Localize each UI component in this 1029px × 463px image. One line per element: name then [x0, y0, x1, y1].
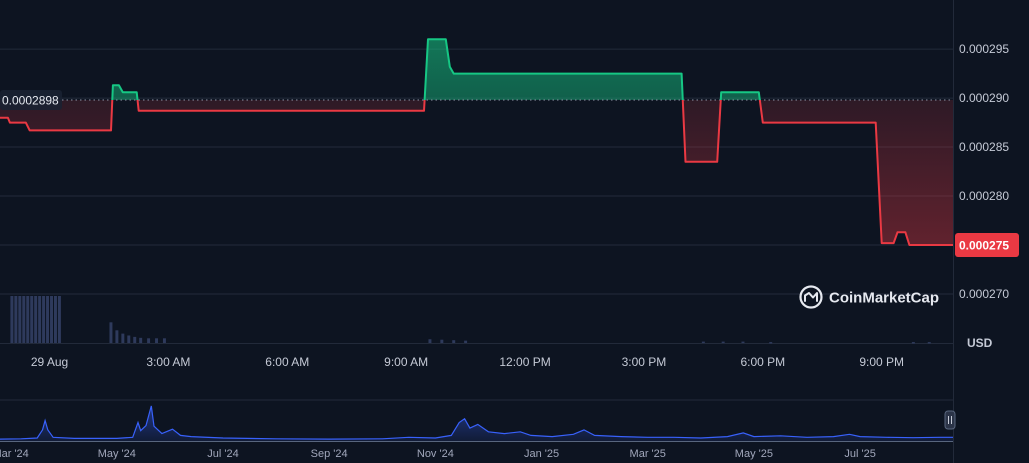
- x-axis: 29 Aug 3:00 AM 6:00 AM 9:00 AM 12:00 PM 3:00 …: [31, 355, 904, 369]
- volume-bar: [911, 342, 915, 344]
- volume-bar: [464, 340, 468, 343]
- volume-bar: [927, 342, 931, 344]
- volume-bar: [46, 296, 50, 343]
- currency-unit-label: USD: [967, 336, 993, 350]
- volume-bar: [121, 333, 125, 343]
- navigator-tick-label: May '24: [98, 448, 136, 460]
- navigator-tick-label: Mar '24: [0, 448, 29, 460]
- volume-bar: [721, 341, 725, 344]
- coinmarketcap-watermark: CoinMarketCap: [799, 285, 939, 309]
- x-tick-label: 3:00 PM: [622, 355, 667, 369]
- volume-bar: [133, 336, 137, 343]
- navigator-tick-label: Jul '24: [207, 448, 238, 460]
- volume-bar: [22, 296, 26, 343]
- volume-bars: [10, 296, 931, 344]
- y-axis: 0.000270 0.000275 0.000280 0.000285 0.000290…: [959, 42, 1009, 301]
- last-price-tag: 0.000275: [955, 233, 1019, 258]
- x-tick-label: 6:00 PM: [740, 355, 785, 369]
- volume-bar: [162, 338, 166, 343]
- navigator-tick-label: Jan '25: [524, 448, 559, 460]
- navigator-handle[interactable]: [944, 410, 956, 430]
- reference-price-label: 0.0002898: [2, 94, 59, 108]
- navigator-tick-label: Jul '25: [844, 448, 875, 460]
- volume-bar: [26, 296, 30, 343]
- navigator-area: [0, 405, 953, 441]
- volume-bar: [147, 338, 151, 343]
- y-tick-label: 0.000285: [959, 140, 1009, 154]
- x-tick-label: 29 Aug: [31, 355, 68, 369]
- price-line-up: [111, 38, 761, 101]
- y-tick-label: 0.000295: [959, 42, 1009, 56]
- price-line-down: [0, 100, 953, 246]
- volume-bar: [428, 339, 432, 343]
- last-price-label: 0.000275: [959, 239, 1009, 253]
- navigator-series: [0, 405, 953, 442]
- volume-bar: [50, 296, 53, 343]
- price-area: [0, 39, 953, 245]
- volume-bar: [30, 296, 34, 343]
- volume-bar: [42, 296, 46, 343]
- last-price-tag-bg: [955, 233, 1019, 258]
- navigator-tick-label: May '25: [735, 448, 773, 460]
- price-area-below: [0, 100, 953, 245]
- navigator[interactable]: Mar '24 May '24 Jul '24 Sep '24 Nov '24 Jan '…: [0, 399, 956, 460]
- grid-lines: [0, 0, 954, 463]
- navigator-x-axis: Mar '24 May '24 Jul '24 Sep '24 Nov '24 Jan '…: [0, 448, 876, 460]
- volume-bar: [38, 296, 42, 343]
- volume-bar: [440, 339, 444, 343]
- volume-bar: [34, 296, 38, 343]
- x-tick-label: 9:00 PM: [859, 355, 904, 369]
- volume-bar: [701, 341, 705, 344]
- navigator-tick-label: Sep '24: [311, 448, 348, 460]
- volume-bar: [109, 322, 113, 343]
- reference-price-tag: 0.0002898: [0, 90, 62, 111]
- volume-bar: [139, 337, 143, 343]
- volume-bar: [14, 296, 18, 343]
- volume-bar: [57, 296, 61, 343]
- brand-name: CoinMarketCap: [829, 290, 939, 307]
- x-tick-label: 6:00 AM: [265, 355, 309, 369]
- coinmarketcap-logo-icon: [799, 285, 823, 309]
- price-area-above: [0, 39, 953, 101]
- volume-bar: [741, 341, 745, 344]
- volume-bar: [10, 296, 14, 343]
- reference-price-tag-bg: [0, 90, 62, 111]
- volume-bar: [452, 340, 456, 343]
- x-tick-label: 3:00 AM: [146, 355, 190, 369]
- navigator-tick-label: Nov '24: [417, 448, 454, 460]
- volume-bar: [18, 296, 22, 343]
- x-tick-label: 9:00 AM: [384, 355, 428, 369]
- volume-bar: [53, 296, 57, 343]
- y-tick-label: 0.000270: [959, 287, 1009, 301]
- volume-bar: [127, 335, 131, 343]
- volume-bar: [155, 338, 159, 343]
- volume-bar: [769, 342, 773, 344]
- navigator-tick-label: Mar '25: [630, 448, 666, 460]
- navigator-line: [0, 405, 953, 440]
- y-tick-label: 0.000290: [959, 91, 1009, 105]
- y-tick-label: 0.000280: [959, 189, 1009, 203]
- price-line: [0, 38, 953, 246]
- volume-bar: [115, 330, 119, 343]
- x-tick-label: 12:00 PM: [499, 355, 550, 369]
